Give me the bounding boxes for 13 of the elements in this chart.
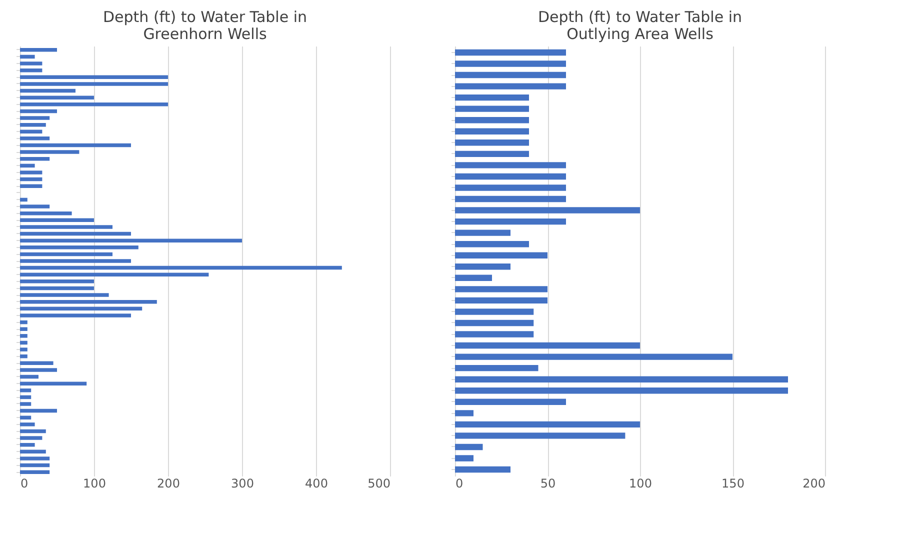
x-tick-label: 200 — [802, 476, 826, 490]
x-tick-label: 100 — [83, 476, 106, 490]
x-tick-label: 50 — [540, 476, 556, 490]
chart-title: Depth (ft) to Water Table in Greenhorn Wells — [103, 8, 307, 43]
chart-title: Depth (ft) to Water Table in Outlying Area Wells — [538, 8, 742, 43]
x-tick-label: 150 — [722, 476, 744, 490]
x-tick-label: 300 — [231, 476, 254, 490]
x-tick-label: 100 — [629, 476, 652, 490]
x-tick-label: 0 — [20, 476, 28, 490]
x-tick-label: 500 — [368, 476, 390, 490]
x-tick-label: 200 — [157, 476, 180, 490]
x-tick-label: 0 — [456, 476, 464, 490]
x-tick-label: 400 — [305, 476, 328, 490]
